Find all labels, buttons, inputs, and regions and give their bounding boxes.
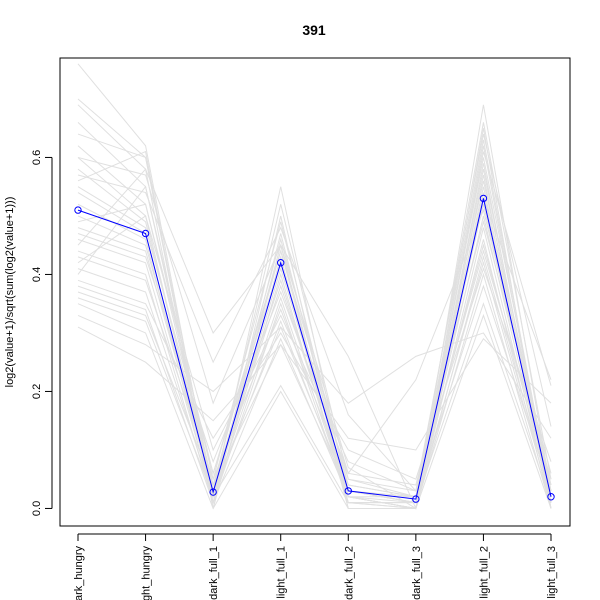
background-series-line (77, 303, 552, 510)
x-tick-label: light_full_3 (546, 546, 558, 599)
x-tick-label: dark_full_1 (208, 546, 220, 600)
x-tick-label: light_full_2 (478, 546, 490, 599)
y-tick-label: 0.0 (31, 501, 43, 516)
background-series-line (77, 284, 552, 498)
background-series-line (77, 326, 552, 451)
background-series-line (77, 168, 552, 504)
x-tick-label: dark_full_2 (343, 546, 355, 600)
highlight-point (277, 259, 285, 267)
background-series-line (77, 203, 552, 486)
x-tick-label: ight_hungry (141, 546, 153, 600)
x-tick-label: dark_full_3 (411, 546, 423, 600)
background-series-line (77, 151, 552, 510)
highlight-point (74, 206, 82, 214)
highlight-point (479, 194, 488, 203)
highlight-point (209, 488, 217, 496)
y-tick-label: 0.6 (31, 150, 43, 165)
axes-group: 0.0 0.2 0.4 0.6 ark_hungry ight_hungry dark_fu… (31, 150, 558, 600)
background-series-line (77, 215, 552, 492)
x-tick-label: light_full_1 (276, 546, 288, 599)
y-tick-label: 0.4 (31, 267, 43, 282)
background-series-line (77, 180, 552, 492)
highlight-point (141, 229, 150, 238)
background-series-line (77, 219, 552, 486)
background-series-line (77, 243, 552, 498)
highlight-point (547, 493, 555, 501)
background-series-line (77, 133, 552, 492)
highlight-series-line (77, 198, 552, 500)
plot-box (59, 57, 571, 527)
x-tick-label: ark_hungry (73, 546, 85, 600)
highlight-series-group (74, 194, 555, 503)
chart-title: 391 (302, 22, 326, 38)
background-series-line (77, 314, 552, 439)
highlight-point (344, 487, 352, 495)
y-tick-label: 0.2 (31, 384, 43, 399)
y-axis-label: log2(value+1)/sqrt(sum(log2(value+1))) (4, 197, 16, 388)
highlight-point (412, 495, 420, 503)
background-series-group (77, 63, 552, 511)
